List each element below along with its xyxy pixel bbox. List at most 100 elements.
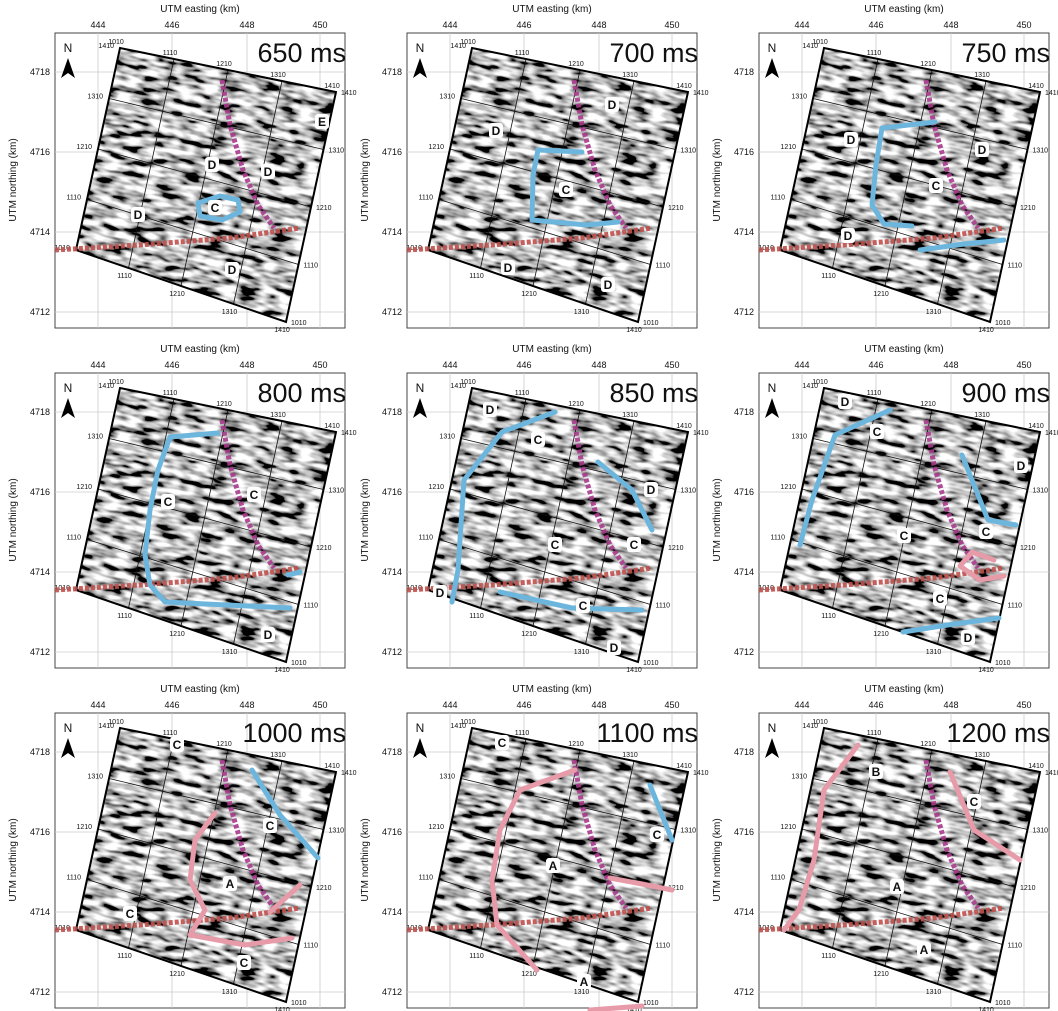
- grid-label: 1010: [812, 719, 828, 726]
- grid-label: 1210: [920, 61, 936, 68]
- y-tick-label: 4716: [382, 147, 402, 157]
- inline-line: [233, 80, 283, 305]
- grid-label: 1310: [329, 148, 345, 155]
- x-axis-label: UTM easting (km): [864, 344, 943, 355]
- crossline-line: [438, 199, 651, 265]
- label-box: [650, 827, 664, 842]
- grid-label: 1010: [108, 719, 124, 726]
- channel-outline: [529, 147, 621, 228]
- grid-label: 1210: [568, 401, 584, 408]
- time-label: 850 ms: [609, 378, 698, 408]
- channel-outline: [797, 407, 893, 548]
- north-label: N: [416, 381, 425, 395]
- label-box: [577, 974, 591, 989]
- north-arrow: [61, 738, 75, 758]
- grid-label: 1010: [460, 379, 476, 386]
- x-tick-label: 448: [943, 360, 958, 370]
- grid-label: 1110: [418, 535, 433, 542]
- grid-label: 1310: [439, 774, 455, 781]
- map-panel: UTM easting (km) 444 446 448 450 4718 4716 4714…: [712, 344, 1058, 674]
- grid-label: 1310: [574, 649, 590, 656]
- slice-border: [778, 726, 1042, 1004]
- label-box: [644, 482, 658, 497]
- crossline-line: [438, 539, 651, 605]
- horizon-trace: [406, 905, 653, 933]
- facies-label: C: [900, 529, 909, 543]
- grid-label: 1410: [324, 83, 340, 90]
- crossline-line: [449, 148, 664, 208]
- grid-label: 1110: [163, 50, 178, 57]
- grid-label: 1310: [1033, 828, 1049, 835]
- label-box: [495, 735, 509, 750]
- facies-label: D: [492, 124, 501, 138]
- label-box: [247, 487, 261, 502]
- grid-label: 1010: [995, 320, 1011, 327]
- frame: [758, 32, 1050, 329]
- grid-label: 1310: [222, 649, 238, 656]
- label-box: [870, 424, 884, 439]
- label-box: [315, 114, 329, 129]
- facies-label: C: [240, 956, 249, 970]
- facies-label: C: [982, 525, 991, 539]
- north-arrow: [765, 58, 779, 78]
- grid-label: 1410: [450, 723, 466, 730]
- slice-border: [426, 726, 690, 1004]
- label-box: [897, 528, 911, 543]
- facies-label: A: [549, 859, 558, 873]
- facies-label: C: [551, 538, 560, 552]
- y-tick-label: 4718: [734, 67, 754, 77]
- north-label: N: [768, 381, 777, 395]
- time-label: 1100 ms: [596, 718, 698, 748]
- grid-label: 1410: [978, 327, 994, 334]
- slice-border: [74, 386, 338, 664]
- grid-label: 1110: [66, 195, 81, 202]
- y-tick-label: 4718: [382, 407, 402, 417]
- grid-label: 1110: [469, 953, 484, 960]
- y-tick-label: 4712: [734, 987, 754, 997]
- y-tick-label: 4718: [30, 747, 50, 757]
- facies-label: D: [228, 263, 237, 277]
- y-tick-label: 4718: [30, 407, 50, 417]
- facies-label: D: [504, 261, 513, 275]
- map-panel: UTM easting (km) 444 446 448 450 4718 4716 4714…: [360, 684, 709, 1011]
- x-axis-label: UTM easting (km): [160, 684, 239, 695]
- channel-outline: [900, 615, 1002, 635]
- grid-label: 1210: [316, 885, 332, 892]
- channel-outline: [449, 409, 558, 605]
- grid-label: 1010: [291, 660, 307, 667]
- facies-label: D: [610, 641, 619, 655]
- x-tick-label: 444: [794, 360, 809, 370]
- channel-outline: [285, 569, 303, 578]
- grid-label: 1310: [791, 774, 807, 781]
- grid-label: 1210: [668, 885, 684, 892]
- horizon-trace: [406, 565, 653, 593]
- label-box: [205, 157, 219, 172]
- grid-label: 1310: [926, 989, 942, 996]
- y-tick-label: 4714: [382, 227, 402, 237]
- y-tick-label: 4714: [734, 907, 754, 917]
- grid-label: 1210: [1020, 885, 1036, 892]
- label-box: [841, 228, 855, 243]
- facies-label: D: [436, 586, 445, 600]
- x-tick-label: 450: [312, 20, 327, 30]
- grid-label: 1410: [676, 763, 692, 770]
- grid-label: 1010: [812, 379, 828, 386]
- grid-label: 1210: [521, 291, 537, 298]
- grid-label: 1110: [515, 730, 530, 737]
- north-arrow: [765, 398, 779, 418]
- facies-label: C: [211, 201, 220, 215]
- grid-label: 1110: [418, 195, 433, 202]
- fault-trace: [219, 419, 277, 570]
- north-label: N: [416, 41, 425, 55]
- grid-label: 1310: [791, 94, 807, 101]
- crossline-line: [801, 148, 1016, 208]
- grid-label: 1110: [867, 50, 882, 57]
- x-tick-label: 446: [868, 360, 883, 370]
- frame: [54, 372, 346, 669]
- x-tick-label: 446: [516, 360, 531, 370]
- crossline-line: [801, 828, 1016, 888]
- facies-label: D: [264, 628, 273, 642]
- grid-label: 1210: [873, 631, 889, 638]
- facies-label: C: [630, 538, 639, 552]
- channel-outline: [142, 430, 293, 611]
